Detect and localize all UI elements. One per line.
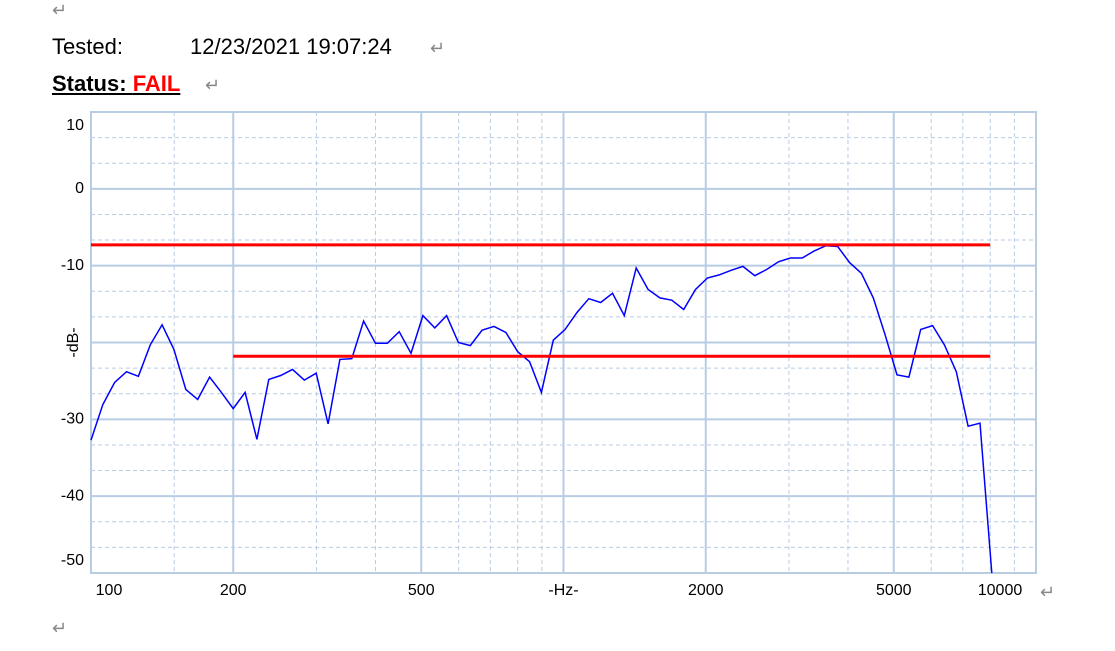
paragraph-mark: ↵ xyxy=(205,75,221,95)
y-tick-label: -50 xyxy=(61,552,84,569)
x-tick-label: 2000 xyxy=(688,582,724,599)
x-tick-label: -Hz- xyxy=(548,582,578,599)
status-line: Status: FAIL xyxy=(52,71,180,97)
y-tick-label: -dB- xyxy=(65,327,82,357)
status-value: FAIL xyxy=(132,71,181,96)
tested-label: Tested: xyxy=(52,34,123,59)
paragraph-mark: ↵ xyxy=(1040,582,1056,602)
paragraph-mark: ↵ xyxy=(52,0,68,20)
x-tick-label: 10000 xyxy=(978,582,1023,599)
y-tick-label: 0 xyxy=(75,180,84,197)
status-label: Status: xyxy=(52,71,127,96)
tested-value: 12/23/2021 19:07:24 xyxy=(190,34,392,59)
y-tick-label: -30 xyxy=(61,411,84,428)
y-tick-label: -40 xyxy=(61,487,84,504)
y-tick-label: -10 xyxy=(61,257,84,274)
paragraph-mark: ↵ xyxy=(52,618,68,638)
x-tick-label: 500 xyxy=(408,582,435,599)
paragraph-mark: ↵ xyxy=(430,38,446,58)
x-tick-label: 100 xyxy=(96,582,123,599)
response-curve xyxy=(90,244,993,574)
plot-frame xyxy=(90,111,1037,574)
x-tick-label: 5000 xyxy=(876,582,912,599)
x-tick-label: 200 xyxy=(220,582,247,599)
y-tick-label: 10 xyxy=(66,117,84,134)
